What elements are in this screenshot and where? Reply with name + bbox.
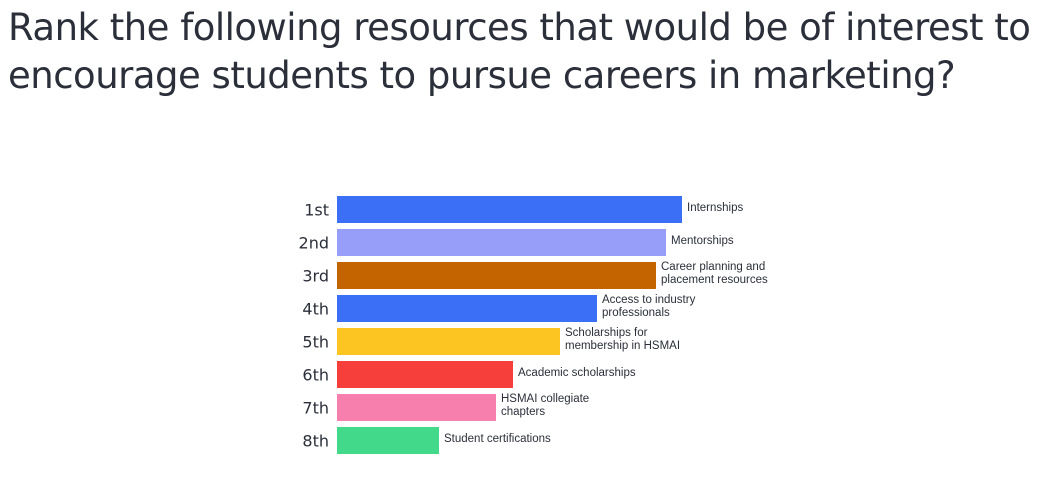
rank-bar [337, 262, 656, 289]
rank-label: 1st [304, 201, 329, 220]
rank-bar [337, 361, 513, 388]
bar-label: Academic scholarships [518, 367, 636, 379]
rank-label: 3rd [302, 267, 329, 286]
bar-label: Student certifications [444, 433, 551, 445]
bar-label: Access to industry [602, 294, 696, 306]
bar-label: Mentorships [671, 235, 734, 247]
rank-bar [337, 196, 682, 223]
rank-label: 2nd [299, 234, 329, 253]
question-title: Rank the following resources that would … [8, 6, 1031, 97]
bar-label: Scholarships for [565, 327, 648, 339]
rank-label: 5th [302, 333, 329, 352]
rank-bar [337, 328, 560, 355]
bar-label: membership in HSMAI [565, 340, 680, 352]
bar-label: placement resources [661, 274, 768, 286]
rank-label: 4th [302, 300, 329, 319]
bar-label: Career planning and [661, 261, 765, 273]
rank-label: 6th [302, 366, 329, 385]
rank-bar [337, 427, 439, 454]
bar-label: chapters [501, 406, 545, 418]
bar-label: Internships [687, 202, 744, 214]
rank-bar [337, 394, 496, 421]
bar-label: HSMAI collegiate [501, 393, 589, 405]
rank-label: 7th [302, 399, 329, 418]
rank-label: 8th [302, 432, 329, 451]
bar-label: professionals [602, 307, 670, 319]
rank-bar [337, 229, 666, 256]
rank-bar [337, 295, 597, 322]
